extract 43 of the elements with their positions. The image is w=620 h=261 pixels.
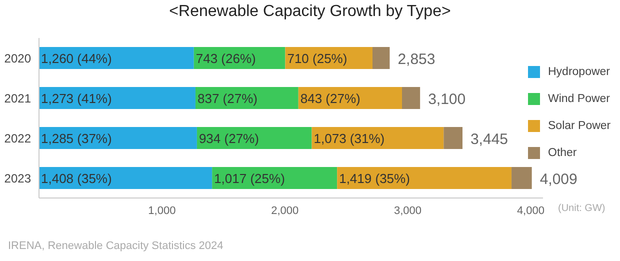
bar — [39, 47, 194, 69]
chart-title: <Renewable Capacity Growth by Type> — [168, 3, 452, 21]
data-label: 1,419 (35%) — [339, 171, 410, 186]
y-tick-label: 2020 — [4, 51, 32, 66]
data-label: 1,073 (31%) — [314, 131, 385, 146]
legend-label: Wind Power — [547, 92, 611, 106]
data-label: 743 (26%) — [196, 51, 256, 66]
bar — [212, 167, 338, 189]
y-tick-label: 2023 — [4, 171, 32, 186]
bar — [337, 167, 512, 189]
text: IRENA, Renewable Capacity Statistics 2024 — [8, 240, 224, 252]
x-tick-label: 4,000 — [516, 204, 544, 217]
data-label: 934 (27%) — [198, 131, 259, 146]
data-label: 843 (27%) — [300, 91, 360, 106]
data-label: 710 (25%) — [287, 51, 348, 66]
bar — [372, 47, 390, 69]
x-tick-label: 2,000 — [271, 204, 299, 217]
y-tick-label: 2022 — [4, 131, 32, 146]
data-label: 1,408 (35%) — [41, 171, 112, 186]
text: (Unit: GW) — [558, 203, 606, 214]
data-label: 837 (27%) — [197, 91, 258, 106]
bar — [196, 127, 312, 149]
bar — [312, 127, 444, 149]
total-label: 2,853 — [398, 51, 436, 68]
legend-label: Other — [547, 146, 578, 160]
bar — [402, 87, 420, 109]
legend-label: Solar Power — [547, 118, 611, 134]
total-label: 4,009 — [540, 171, 578, 188]
x-tick-label: 3,000 — [394, 204, 422, 217]
data-label: 1,017 (25%) — [214, 171, 285, 186]
legend-label: Hydropower — [547, 64, 611, 80]
data-label: 1,260 (44%) — [41, 51, 112, 66]
x-tick-label: 1,000 — [148, 204, 176, 217]
bar — [512, 167, 532, 189]
bar — [39, 87, 196, 109]
bar — [39, 127, 197, 149]
total-label: 3,445 — [470, 131, 508, 148]
total-label: 3,100 — [428, 91, 466, 108]
y-tick-label: 2021 — [4, 91, 32, 106]
bar — [444, 127, 462, 149]
bar — [39, 167, 212, 189]
data-label: 1,285 (37%) — [41, 131, 112, 146]
data-label: 1,273 (41%) — [41, 91, 112, 106]
